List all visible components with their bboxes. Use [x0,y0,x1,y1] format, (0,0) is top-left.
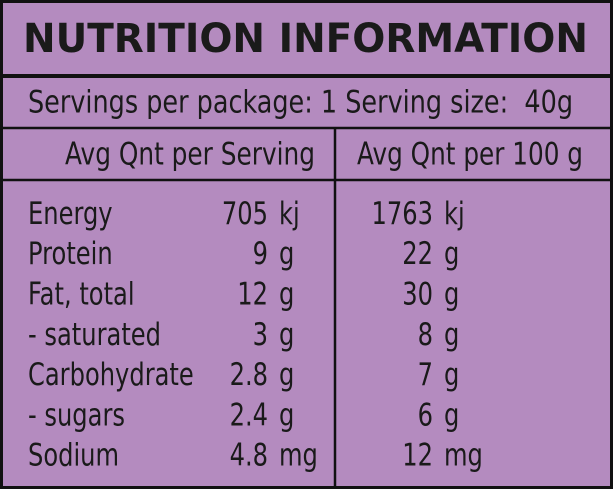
column-header: Avg Qnt per Serving [65,137,315,173]
serving-value: 4.8 [230,437,268,474]
serving-unit-group: g [279,316,294,353]
per100-value-group: 22 [402,235,433,272]
serving-unit-group: g [279,235,294,272]
per100-unit: g [444,316,459,353]
per100-unit: g [444,396,459,433]
serving-value-group: 12 [237,276,268,313]
per100-unit-group: g [444,316,459,353]
per100-value-group: 12 [402,437,433,474]
serving-value: 9 [253,235,268,272]
per100-unit: mg [444,437,483,474]
per100-unit: kj [444,195,465,232]
serving-unit: g [279,276,294,313]
nutrient-name: Carbohydrate [28,356,194,393]
per100-value: 8 [418,316,433,353]
serving-value-group: 2.4 [230,396,268,433]
per100-value: 7 [418,356,433,393]
per100-unit-group: mg [444,437,483,474]
serving-unit-group: g [279,396,294,433]
serving-value-group: 4.8 [230,437,268,474]
per100-value-group: 7 [418,356,433,393]
per100-unit: g [444,356,459,393]
per100-unit: g [444,276,459,313]
nutrient-name-group: - saturated [28,316,161,353]
serving-value-group: 3 [253,316,268,353]
per100-unit-group: g [444,396,459,433]
nutrient-name-group: Fat, total [28,276,135,313]
per100-unit-group: g [444,356,459,393]
nutrient-name: Protein [28,235,113,272]
nutrient-name-group: Sodium [28,437,119,474]
per100-unit-group: g [444,235,459,272]
serving-unit: mg [279,437,318,474]
nutrient-name-group: - sugars [28,396,125,433]
nutrient-name-group: Carbohydrate [28,356,194,393]
serving-unit-group: kj [279,195,300,232]
serving-unit-group: mg [279,437,318,474]
per100-value-group: 8 [418,316,433,353]
per100-value-group: 1763 [372,195,433,232]
nutrient-name: Fat, total [28,276,135,313]
title: NUTRITION INFORMATION [23,16,588,62]
serving-value: 2.4 [230,396,268,433]
serving-value: 3 [253,316,268,353]
per100-unit-group: kj [444,195,465,232]
serving-unit: g [279,235,294,272]
nutrient-name: - sugars [28,396,125,433]
nutrient-name-group: Protein [28,235,113,272]
serving-unit: g [279,356,294,393]
serving-unit: g [279,316,294,353]
serving-value-group: 2.8 [230,356,268,393]
per100-value: 6 [418,396,433,433]
serving-value: 705 [222,195,268,232]
per100-value: 1763 [372,195,433,232]
per100-value: 12 [402,437,433,474]
nutrient-name: Sodium [28,437,119,474]
serving-unit: g [279,396,294,433]
serving-value: 12 [237,276,268,313]
serving-unit-group: g [279,356,294,393]
per100-unit-group: g [444,276,459,313]
per100-value-group: 6 [418,396,433,433]
servings: Servings per package: 1 Serving size: 40… [28,85,573,121]
nutrient-name: Energy [28,195,113,232]
serving-value-group: 705 [222,195,268,232]
per100-unit: g [444,235,459,272]
nutrient-name: - saturated [28,316,161,353]
per100-value: 30 [402,276,433,313]
serving-unit: kj [279,195,300,232]
per100-value-group: 30 [402,276,433,313]
serving-value-group: 9 [253,235,268,272]
column-header: Avg Qnt per 100 g [357,137,583,173]
nutrient-name-group: Energy [28,195,113,232]
serving-value: 2.8 [230,356,268,393]
serving-unit-group: g [279,276,294,313]
per100-value: 22 [402,235,433,272]
